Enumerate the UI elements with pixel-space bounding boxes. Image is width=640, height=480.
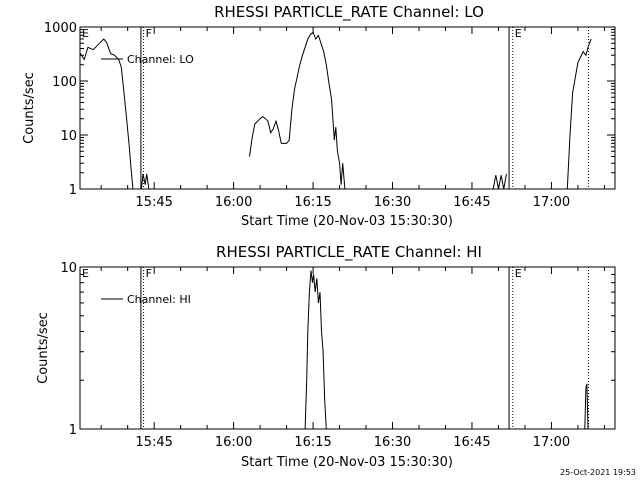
x-tick-label: 16:45 xyxy=(453,435,490,450)
x-tick-label: 15:45 xyxy=(135,195,172,210)
event-marker-label: E xyxy=(82,27,89,40)
rate-series-line xyxy=(584,383,589,430)
hi-x-axis-label: Start Time (20-Nov-03 15:30:30) xyxy=(241,455,453,470)
event-marker-label: E xyxy=(515,27,522,40)
hi-plot-frame xyxy=(79,266,616,430)
hi-channel-panel: RHESSI PARTICLE_RATE Channel: HI Start T… xyxy=(36,243,616,470)
x-tick-label: 16:30 xyxy=(374,195,411,210)
x-tick-label: 17:00 xyxy=(533,195,570,210)
event-marker-label: F xyxy=(146,267,152,280)
x-tick-label: 16:30 xyxy=(374,435,411,450)
rate-series-line xyxy=(566,38,592,190)
rate-series-line xyxy=(79,38,134,190)
lo-ticks: 15:45 16:00 16:15 16:30 16:45 17:00 1 10 100 1000 xyxy=(44,21,615,210)
event-marker-label: E xyxy=(515,267,522,280)
x-tick-label: 16:15 xyxy=(294,195,331,210)
y-tick-label: 100 xyxy=(52,75,77,90)
x-tick-label: 16:00 xyxy=(215,195,252,210)
hi-ticks: 15:45 16:00 16:15 16:30 16:45 17:00 1 10 xyxy=(60,261,615,450)
lo-series xyxy=(79,31,592,190)
y-tick-label: 1 xyxy=(69,423,77,438)
timestamp: 25-Oct-2021 19:53 xyxy=(560,468,636,477)
x-tick-label: 16:15 xyxy=(294,435,331,450)
x-tick-label: 17:00 xyxy=(533,435,570,450)
event-marker-label: E xyxy=(82,267,89,280)
hi-legend-label: Channel: HI xyxy=(127,293,191,306)
lo-x-axis-label: Start Time (20-Nov-03 15:30:30) xyxy=(241,214,453,229)
x-tick-label: 16:00 xyxy=(215,435,252,450)
lo-y-axis-label: Counts/sec xyxy=(22,72,37,144)
rate-series-line xyxy=(140,173,150,190)
y-tick-label: 10 xyxy=(60,261,77,276)
rate-series-line xyxy=(304,270,327,430)
lo-plot-frame xyxy=(79,26,616,190)
x-tick-label: 16:45 xyxy=(453,195,490,210)
hi-chart-title: RHESSI PARTICLE_RATE Channel: HI xyxy=(216,243,482,262)
y-tick-label: 10 xyxy=(60,129,77,144)
rate-series-line xyxy=(492,173,507,190)
lo-legend-label: Channel: LO xyxy=(127,53,194,66)
event-marker-label: F xyxy=(146,27,152,40)
lo-channel-panel: RHESSI PARTICLE_RATE Channel: LO Start T… xyxy=(22,3,616,229)
hi-y-axis-label: Counts/sec xyxy=(36,312,51,384)
rate-series-line xyxy=(249,31,346,190)
hi-series xyxy=(304,270,589,430)
y-tick-label: 1000 xyxy=(44,21,77,36)
y-tick-label: 1 xyxy=(69,183,77,198)
x-tick-label: 15:45 xyxy=(135,435,172,450)
lo-chart-title: RHESSI PARTICLE_RATE Channel: LO xyxy=(214,3,484,22)
